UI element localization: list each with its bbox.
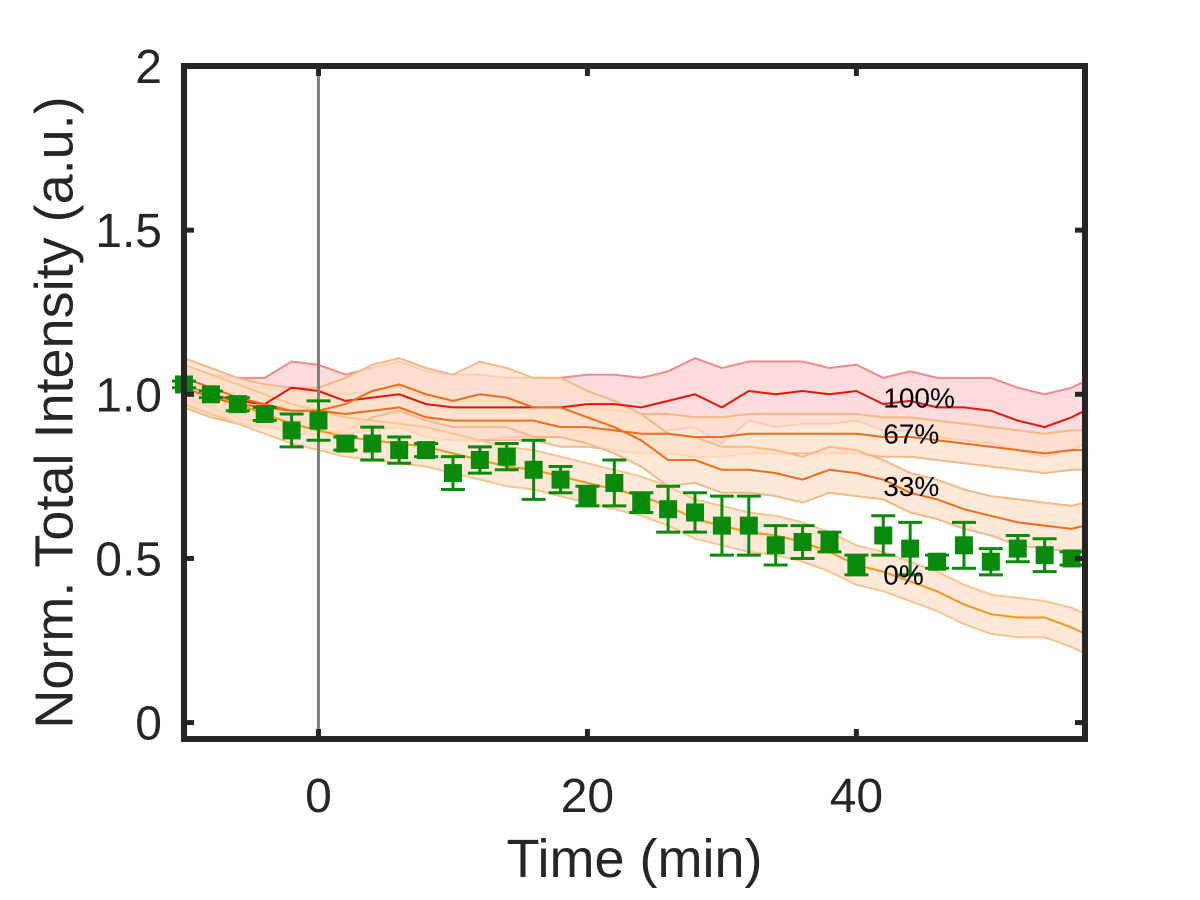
- data-point-32: [1032, 537, 1057, 574]
- annotation-3: 0%: [883, 560, 923, 591]
- data-point-27: [898, 520, 923, 577]
- point-marker: [417, 441, 436, 460]
- data-point-16: [602, 458, 627, 508]
- axis-ticks: [184, 63, 1085, 739]
- y-tick-label-0: 0: [135, 698, 162, 751]
- data-point-22: [763, 524, 788, 567]
- data-point-3: [252, 404, 277, 423]
- point-marker: [201, 385, 220, 404]
- band-area-2: [184, 358, 1085, 552]
- data-point-21: [736, 494, 761, 557]
- point-marker: [901, 539, 920, 558]
- data-point-7: [360, 425, 385, 462]
- point-marker: [793, 533, 812, 552]
- point-marker: [739, 516, 758, 535]
- point-marker: [712, 516, 731, 535]
- data-point-9: [414, 441, 439, 460]
- plot-frame: [181, 63, 1088, 742]
- data-point-29: [951, 520, 976, 570]
- green-data-points: [172, 375, 1084, 577]
- y-tick-label-3: 1.5: [95, 205, 162, 258]
- data-point-19: [683, 491, 708, 534]
- point-marker: [847, 556, 866, 575]
- point-marker: [524, 460, 543, 479]
- point-marker: [1062, 549, 1081, 568]
- point-marker: [981, 552, 1000, 571]
- point-marker: [659, 500, 678, 519]
- data-point-18: [656, 484, 681, 534]
- point-marker: [874, 526, 893, 545]
- point-marker: [282, 421, 301, 440]
- point-marker: [954, 536, 973, 555]
- point-marker: [255, 404, 274, 423]
- data-point-26: [871, 514, 896, 557]
- x-tick-label-2: 40: [830, 770, 883, 823]
- data-point-31: [1005, 533, 1030, 564]
- data-point-23: [790, 524, 815, 560]
- data-point-2: [225, 395, 250, 414]
- band-mean-line-2: [183, 376, 1086, 530]
- point-marker: [363, 434, 382, 453]
- data-point-30: [978, 547, 1003, 577]
- data-point-15: [575, 484, 600, 508]
- band-mean-line-1: [183, 386, 1085, 455]
- annotation-2: 33%: [883, 471, 939, 502]
- x-tick-label-1: 20: [561, 770, 614, 823]
- data-point-13: [521, 438, 546, 501]
- point-marker: [497, 447, 516, 466]
- point-marker: [605, 473, 624, 492]
- point-marker: [390, 441, 409, 460]
- annotation-1: 67%: [883, 419, 939, 450]
- data-point-11: [467, 445, 492, 475]
- point-marker: [470, 450, 489, 469]
- data-point-14: [548, 465, 573, 495]
- point-marker: [336, 434, 355, 453]
- point-marker: [228, 395, 247, 414]
- data-point-5: [306, 399, 331, 442]
- y-axis-title: Norm. Total Intensity (a.u.): [24, 96, 84, 728]
- data-point-20: [709, 494, 734, 557]
- x-tick-label-0: 0: [305, 770, 332, 823]
- band-upper-edge-3: [183, 363, 1086, 616]
- point-marker: [1035, 546, 1054, 565]
- band-lower-edge-3: [183, 403, 1086, 655]
- point-marker: [928, 552, 947, 571]
- data-point-6: [333, 434, 358, 453]
- point-marker: [1008, 539, 1027, 558]
- data-point-28: [925, 552, 950, 571]
- point-marker: [551, 470, 570, 489]
- band-upper-edge-2: [183, 357, 1086, 507]
- point-marker: [578, 487, 597, 506]
- point-marker: [309, 411, 328, 430]
- data-point-10: [440, 455, 465, 491]
- annotation-0: 100%: [883, 382, 955, 413]
- data-point-4: [279, 412, 304, 449]
- band-upper-edge-0: [183, 357, 1086, 396]
- point-marker: [632, 493, 651, 512]
- point-marker: [686, 503, 705, 522]
- y-tick-label-1: 0.5: [95, 533, 162, 586]
- annotation-labels: 100% 67% 33% 0%: [883, 382, 955, 590]
- data-point-24: [817, 530, 842, 554]
- y-tick-label-2: 1.0: [95, 369, 162, 422]
- data-point-17: [629, 491, 654, 514]
- band-mean-line-0: [183, 383, 1086, 429]
- point-marker: [443, 464, 462, 483]
- point-marker: [820, 533, 839, 552]
- data-point-1: [198, 385, 223, 404]
- x-axis-title: Time (min): [507, 829, 763, 889]
- data-point-12: [494, 442, 519, 472]
- data-point-33: [1059, 549, 1084, 568]
- axis-tick-labels: 0 20 40 0 0.5 1.0 1.5 2: [95, 41, 883, 823]
- data-point-8: [387, 435, 412, 465]
- y-tick-label-4: 2: [135, 41, 162, 94]
- data-point-25: [844, 553, 869, 577]
- point-marker: [766, 536, 785, 555]
